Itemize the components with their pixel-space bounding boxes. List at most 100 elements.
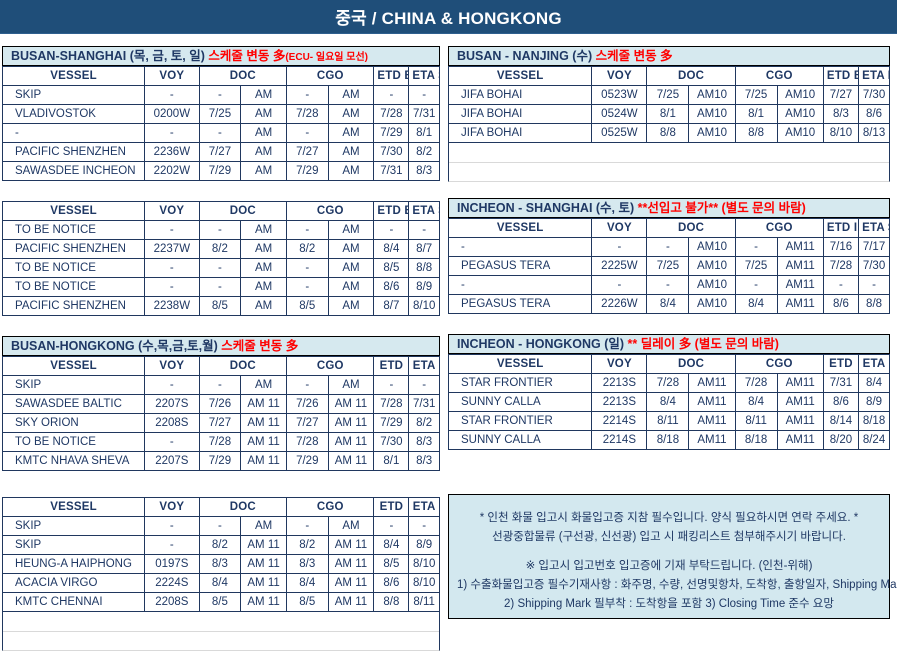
section-title-busan-shanghai: BUSAN-SHANGHAI (목, 금, 토, 일) <box>11 49 209 63</box>
cell-cgo-time: AM 11 <box>327 451 375 471</box>
col-cgo: CGO <box>734 354 824 374</box>
cell-voy: 2208S <box>144 592 200 612</box>
cell-doc-date: 8/4 <box>646 294 690 314</box>
cell-eta: 8/9 <box>408 277 440 297</box>
col-vessel: VESSEL <box>1 356 146 376</box>
col-cgo: CGO <box>286 497 375 517</box>
cell-eta: - <box>408 220 440 240</box>
table-row: - - - AM - AM 7/29 8/1 <box>1 123 440 143</box>
cell-cgo-time: AM 11 <box>327 432 375 452</box>
cell-vessel: SKIP <box>1 535 146 555</box>
cell-cgo-date: - <box>734 237 778 257</box>
section-title-busan-nanjing: BUSAN - NANJING (수) <box>457 49 596 63</box>
cell-cgo-date: 8/8 <box>734 123 778 143</box>
cell-cgo-time: AM11 <box>776 275 824 295</box>
cell-etd: - <box>373 220 410 240</box>
cell-doc-time: AM 11 <box>240 432 288 452</box>
cell-vessel: SAWASDEE BALTIC <box>1 394 146 414</box>
cell-doc-date: 7/28 <box>646 373 690 393</box>
cell-doc-time: AM <box>240 516 288 536</box>
cell-etd: - <box>822 275 860 295</box>
table-header-row: VESSEL VOY DOC CGO ETD BUS ETA SHA <box>1 201 440 221</box>
table-row: SKIP -8/2 AM 11 8/2 AM 11 8/4 8/9 <box>1 535 440 555</box>
cell-vessel: TO BE NOTICE <box>1 258 146 278</box>
cell-eta: 8/1 <box>408 123 440 143</box>
page-title: 중국 / CHINA & HONGKONG <box>335 9 562 28</box>
cell-cgo-time: AM 11 <box>327 592 375 612</box>
note-line-3: ※ 입고시 입고번호 입고증에 기재 부탁드립니다. (인천-위해) <box>525 559 813 572</box>
section-header-busan-nanjing: BUSAN - NANJING (수) 스케줄 변동 多 <box>448 46 890 66</box>
cell-eta: 8/24 <box>858 430 890 450</box>
cell-etd: 8/4 <box>373 239 410 259</box>
cell-cgo-date: 7/28 <box>286 432 329 452</box>
cell-doc-date: 8/2 <box>198 535 242 555</box>
cell-voy: - <box>144 432 200 452</box>
cell-vessel: ACACIA VIRGO <box>1 573 146 593</box>
cell-etd: 7/28 <box>373 104 410 124</box>
cell-cgo-date: - <box>286 375 329 395</box>
section-header-busan-hongkong: BUSAN-HONGKONG (수,목,금,토,월) 스케줄 변동 多 <box>2 336 440 356</box>
cell-doc-time: AM 11 <box>240 535 288 555</box>
cell-doc-date: - <box>646 237 690 257</box>
cell-voy: - <box>144 375 200 395</box>
cell-etd: 8/7 <box>373 296 410 316</box>
col-vessel: VESSEL <box>1 497 146 517</box>
cell-cgo-time: AM11 <box>776 237 824 257</box>
section-subnote-busan-shanghai: (ECU- 일요일 모선) <box>285 52 369 63</box>
col-vessel: VESSEL <box>447 354 593 374</box>
cell-etd: 7/30 <box>373 142 410 162</box>
cell-doc-date: 7/26 <box>198 394 242 414</box>
board-columns: BUSAN-SHANGHAI (목, 금, 토, 일) 스케줄 변동 多 (ECU… <box>0 34 897 666</box>
cell-cgo-time: AM11 <box>776 256 824 276</box>
table-incheon-shanghai: VESSEL VOY DOC CGO ETD INC ETA SHA ---AM… <box>447 218 890 314</box>
cell-doc-time: AM10 <box>688 123 736 143</box>
cell-cgo-date: - <box>286 277 329 297</box>
cell-cgo-date: - <box>286 123 329 143</box>
cell-eta: 8/4 <box>858 373 890 393</box>
cell-vessel: PEGASUS TERA <box>447 294 593 314</box>
cell-eta: 7/30 <box>858 256 890 276</box>
cell-eta: 7/31 <box>408 104 440 124</box>
cell-eta: 8/10 <box>408 554 440 574</box>
cell-vessel: PACIFIC SHENZHEN <box>1 239 146 259</box>
cell-cgo-time: AM11 <box>776 430 824 450</box>
cell-voy: 0197S <box>144 554 200 574</box>
cell-eta: 8/10 <box>408 296 440 316</box>
col-vessel: VESSEL <box>447 218 593 238</box>
cell-doc-time: AM <box>240 258 288 278</box>
col-voy: VOY <box>591 66 648 86</box>
cell-doc-time: AM10 <box>688 275 736 295</box>
spacer <box>2 316 440 336</box>
cell-cgo-time: AM <box>327 142 375 162</box>
cell-etd: 8/1 <box>373 451 410 471</box>
cell-cgo-date: 8/11 <box>734 411 778 431</box>
cell-doc-time: AM10 <box>688 237 736 257</box>
cell-doc-time: AM 11 <box>240 554 288 574</box>
col-voy: VOY <box>591 354 648 374</box>
empty-rows-nanjing <box>448 143 890 182</box>
cell-vessel: JIFA BOHAI <box>447 85 593 105</box>
cell-doc-date: 7/29 <box>198 451 242 471</box>
cell-etd: 7/28 <box>373 394 410 414</box>
cell-voy: 2208S <box>144 413 200 433</box>
cell-eta: 8/13 <box>858 123 890 143</box>
cell-cgo-time: AM <box>327 161 375 181</box>
table-row: PACIFIC SHENZHEN 2236W 7/27 AM 7/27 AM 7/30 8/2 <box>1 142 440 162</box>
empty-rows-left <box>2 612 440 651</box>
table-row: TO BE NOTICE - - AM - AM 8/6 8/9 <box>1 277 440 297</box>
cell-voy: 0524W <box>591 104 648 124</box>
cell-cgo-date: 8/5 <box>286 592 329 612</box>
section-note-incheon-shanghai: **선입고 불가** (별도 문의 바람) <box>637 201 806 215</box>
cell-doc-date: 8/4 <box>198 573 242 593</box>
table-row: HEUNG-A HAIPHONG 0197S 8/3 AM 11 8/3 AM 11 8/5… <box>1 554 440 574</box>
table-row: SKIP - - AM - AM - - <box>1 85 440 105</box>
spacer <box>2 181 440 201</box>
table-row: PEGASUS TERA 2225W 7/25 AM10 7/25 AM11 7/28 7/3… <box>447 256 890 276</box>
table-busan-shanghai: VESSEL VOY DOC CGO ETD BUS ETA SHA SKIP-… <box>1 66 440 181</box>
col-eta: ETA SHA <box>408 66 440 86</box>
cell-vessel: SAWASDEE INCHEON <box>1 161 146 181</box>
table-row: JIFA BOHAI 0523W 7/25 AM10 7/25 AM10 7/27 7/30 <box>447 85 890 105</box>
cell-voy: 2207S <box>144 451 200 471</box>
cell-voy: 2226W <box>591 294 648 314</box>
section-note-busan-hongkong: 스케줄 변동 多 <box>221 339 299 353</box>
